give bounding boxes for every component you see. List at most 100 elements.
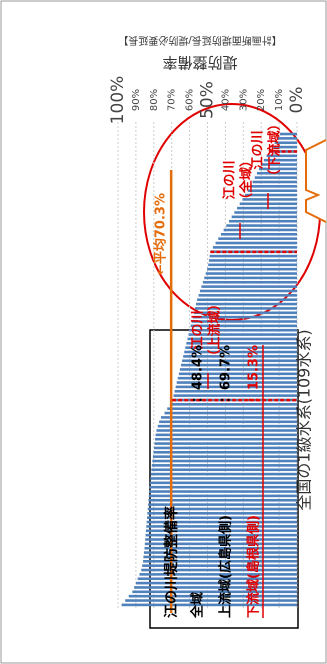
bar [191, 320, 297, 323]
bar [242, 198, 297, 201]
bar [208, 259, 297, 262]
y-tick-label: 50% [198, 81, 218, 119]
bar [277, 137, 297, 140]
bar [223, 228, 297, 232]
bar [144, 542, 297, 546]
bar [128, 594, 297, 598]
bar [199, 289, 297, 293]
annotation-label: 江の川 [250, 130, 266, 169]
bar [176, 381, 297, 384]
bar [204, 276, 297, 280]
bar [183, 355, 297, 358]
bar [150, 472, 297, 476]
bar [142, 564, 297, 567]
y-tick-label: 30% [238, 89, 249, 111]
bar [160, 416, 297, 419]
annotation-label: （全域） [239, 154, 255, 206]
annotation-label: 江の川 [190, 310, 206, 349]
bar [209, 254, 297, 258]
bar [179, 368, 297, 371]
bar [189, 328, 297, 332]
bar [164, 411, 297, 415]
bar [234, 211, 297, 214]
bar [174, 389, 297, 393]
bar [181, 363, 297, 367]
bar [254, 176, 297, 179]
bar [175, 385, 297, 389]
bar [146, 525, 297, 528]
bar [148, 498, 297, 502]
bar [266, 154, 297, 158]
bar [190, 324, 297, 328]
bar [202, 280, 297, 284]
box-title: 江の川堤防整備率 [163, 506, 180, 618]
bar [144, 546, 297, 550]
bar [226, 224, 297, 227]
bar [205, 272, 297, 275]
bar [156, 429, 297, 432]
bar [193, 311, 297, 315]
bar [151, 464, 297, 467]
bar [201, 285, 297, 288]
bar [150, 477, 297, 480]
bar [196, 302, 297, 306]
bar [153, 446, 297, 450]
bar [147, 507, 297, 511]
y-tick-label: 80% [149, 89, 160, 111]
bar [155, 437, 297, 441]
bar [259, 167, 297, 171]
bar [220, 233, 297, 236]
bar [151, 468, 297, 472]
bar [177, 376, 297, 380]
bar [215, 241, 297, 245]
bar [187, 337, 297, 341]
bar [247, 189, 297, 192]
y-tick-label: 40% [220, 89, 231, 111]
bar [263, 158, 297, 162]
box-row-label: 下流域(島根県側) [246, 515, 262, 618]
bar [261, 163, 297, 166]
bar [198, 294, 297, 297]
bar [159, 420, 297, 424]
box-row-value: ：48.4% [191, 345, 206, 403]
bar [182, 359, 297, 363]
bar [137, 577, 297, 581]
bar [155, 433, 297, 437]
bar [143, 551, 297, 554]
bar [148, 494, 297, 498]
bar [208, 263, 297, 267]
callout [305, 139, 327, 223]
bar [145, 529, 297, 533]
y-tick-label: 0% [287, 87, 307, 114]
bar [169, 403, 297, 406]
chart-subtitle: 【計画断面堤防延長/堤防必要延長】 [118, 34, 281, 47]
bar [192, 315, 297, 319]
bar [157, 424, 297, 428]
bar [141, 568, 297, 572]
bar [186, 342, 297, 345]
bar [132, 590, 297, 594]
bar [149, 490, 297, 493]
y-tick-label: 10% [274, 89, 285, 111]
box-row-value: ：15.3% [247, 345, 262, 403]
box-row-label: 上流域(広島県側) [218, 515, 234, 618]
y-tick-label: 60% [185, 89, 196, 111]
box-row-value: ：69.7% [219, 345, 234, 403]
bar [135, 581, 297, 585]
bar [146, 520, 297, 524]
x-axis-label: 全国の1級水系(109水系) [295, 329, 314, 510]
bar [194, 307, 297, 310]
box-row-label: 全域 [190, 592, 206, 619]
bar [149, 485, 297, 489]
bar [184, 350, 297, 354]
bar [256, 171, 297, 175]
annotation-label: （上流域） [207, 297, 223, 362]
bar [149, 481, 297, 485]
bar [152, 455, 297, 458]
bar [237, 206, 297, 210]
chart-title: 堤防整備率 [162, 54, 237, 72]
bar [148, 503, 297, 506]
bar [212, 246, 297, 249]
average-label: ←平均70.3% [153, 193, 169, 275]
